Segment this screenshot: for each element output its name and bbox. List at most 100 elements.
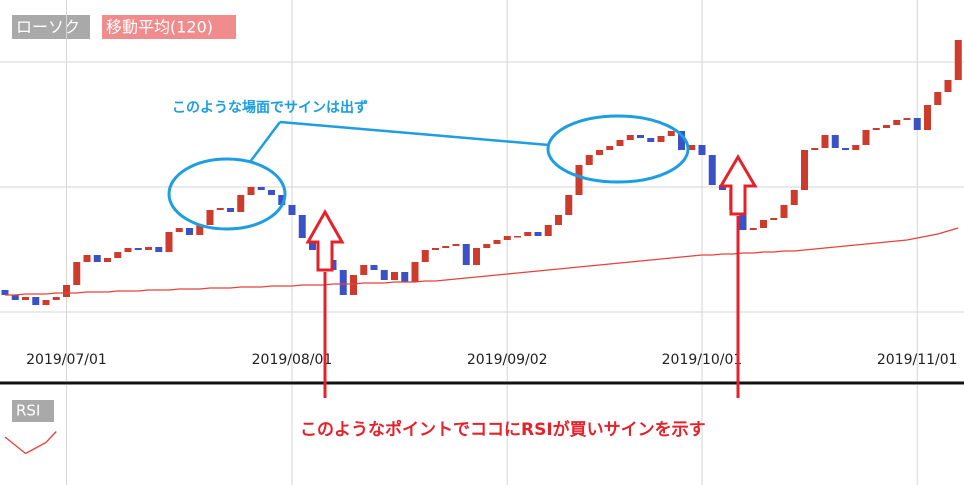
candle-body (862, 130, 870, 145)
candle-body (186, 228, 193, 235)
candle-body (852, 145, 860, 150)
candle-body (216, 208, 224, 210)
candle-body (22, 297, 29, 300)
candle-body (903, 118, 911, 120)
candle-body (268, 190, 275, 195)
candle-body (739, 210, 747, 230)
legend-label: 移動平均(120) (106, 18, 213, 37)
candle-body (175, 228, 183, 232)
candle-body (206, 210, 214, 225)
candle-body (514, 236, 521, 238)
candle-body (893, 120, 901, 125)
candle-body (616, 140, 624, 146)
candle-body (462, 244, 470, 265)
candle-body (924, 105, 931, 130)
candle-body (626, 135, 634, 140)
candle-body (954, 40, 962, 80)
candle-body (585, 155, 593, 165)
candle-body (811, 148, 819, 150)
candle-body (913, 118, 921, 130)
candle-body (503, 236, 511, 240)
candle-body (32, 297, 40, 305)
candle-body (237, 195, 245, 212)
highlight-ellipse (167, 157, 287, 231)
candle-body (821, 135, 829, 148)
candle-body (483, 244, 491, 248)
candle-body (257, 187, 265, 190)
candle-body (544, 225, 552, 236)
candle-body (432, 248, 439, 250)
annotation-text: このようなポイントでココにRSIが買いサインを示す (300, 419, 706, 440)
candle-body (842, 148, 849, 150)
candle-body (452, 244, 460, 246)
x-tick-label: 2019/10/01 (662, 352, 743, 368)
candle-body (360, 265, 368, 275)
candle-body (637, 135, 644, 138)
candle-body (145, 247, 152, 250)
candle-body (872, 128, 880, 130)
x-tick-label: 2019/08/01 (252, 352, 333, 368)
candle-body (11, 295, 19, 300)
candle-body (165, 232, 173, 252)
candle-body (42, 300, 50, 305)
candle-body (493, 240, 501, 244)
candle-body (421, 250, 429, 262)
candle-body (596, 150, 603, 155)
candle-body (104, 258, 111, 262)
candle-body (370, 265, 378, 270)
candle-body (688, 145, 696, 150)
candle-body (667, 131, 675, 136)
candle-body (708, 155, 716, 185)
callout-line (249, 121, 281, 163)
arrow (305, 208, 345, 272)
candle-body (698, 145, 706, 155)
candle-body (657, 136, 665, 142)
candle-body (934, 92, 942, 105)
candle-body (780, 205, 788, 218)
legend-box (102, 15, 236, 39)
candle-body (831, 135, 839, 148)
candle-body (247, 187, 255, 195)
candle-body (73, 262, 81, 285)
arrow (718, 154, 758, 216)
annotation-text: このような場面でサインは出ず (172, 99, 368, 116)
candle-body (760, 220, 767, 228)
legend: ローソク 移動平均(120) (12, 15, 236, 39)
highlight-ellipse (546, 114, 690, 184)
candle-body (473, 248, 480, 265)
x-tick-label: 2019/11/01 (877, 352, 958, 368)
candle-body (134, 248, 142, 250)
candle-body (524, 232, 532, 236)
rsi-line (4, 431, 57, 455)
candle-body (944, 80, 952, 92)
candle-body (380, 270, 388, 280)
candle-body (442, 246, 450, 248)
candle-body (124, 248, 132, 252)
candle-body (114, 252, 122, 258)
x-tick-label: 2019/07/01 (26, 352, 107, 368)
candle-body (350, 275, 357, 295)
candle-body (770, 218, 778, 220)
candle-body (278, 195, 286, 205)
annotation: このような場面でサインは出ず このようなポイントでココにRSIが買いサインを示す (167, 99, 758, 440)
candle-body (647, 138, 655, 142)
legend-box (12, 15, 90, 39)
x-tick-label: 2019/09/02 (467, 352, 548, 368)
rsi-label: RSI (16, 402, 40, 420)
candle-body (93, 255, 101, 262)
callout-line (279, 120, 550, 147)
candle-body (227, 208, 234, 212)
candle-body (298, 215, 306, 238)
candle-body (606, 146, 614, 150)
candle-body (155, 247, 163, 252)
candle-body (534, 232, 542, 236)
candle-body (749, 228, 757, 230)
candle-body (883, 125, 890, 128)
candle-body (575, 165, 583, 195)
candle-body (196, 225, 204, 235)
candle-body (401, 272, 409, 282)
candle-body (391, 272, 398, 280)
legend-label: ローソク (16, 18, 80, 37)
